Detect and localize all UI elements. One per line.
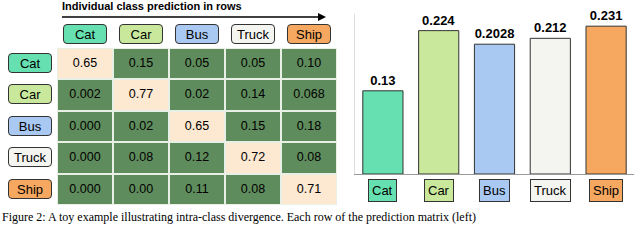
html-text:0.65: 0.65 <box>184 118 210 133</box>
html-text:0.002: 0.002 <box>69 87 101 102</box>
html-text:Cat: Cat <box>74 27 96 42</box>
html-text:0.71: 0.71 <box>296 181 322 196</box>
html-text:0.15: 0.15 <box>240 118 266 133</box>
html-text:0.02: 0.02 <box>128 118 154 133</box>
html-text:Car: Car <box>130 27 152 42</box>
html-text:0.72: 0.72 <box>240 150 266 165</box>
svg-text:0.224: 0.224 <box>422 13 455 28</box>
html-text:0.000: 0.000 <box>69 150 101 165</box>
html-text:0.05: 0.05 <box>240 56 266 70</box>
html-text:0.00: 0.00 <box>128 181 154 196</box>
html-text:Truck: Truck <box>237 27 269 42</box>
svg-text:0.13: 0.13 <box>370 73 395 88</box>
html-text:0.000: 0.000 <box>69 181 101 196</box>
svg-text:0.231: 0.231 <box>590 8 623 23</box>
svg-text:0.2028: 0.2028 <box>475 26 515 41</box>
svg-text:Truck: Truck <box>534 183 567 198</box>
html-text:0.10: 0.10 <box>296 56 322 70</box>
svg-text:Car: Car <box>428 183 450 198</box>
html-text:Bus: Bus <box>18 118 42 134</box>
html-text:Truck: Truck <box>14 150 46 166</box>
html-text:0.18: 0.18 <box>296 118 322 133</box>
html-text:0.02: 0.02 <box>184 87 210 102</box>
html-text:0.14: 0.14 <box>240 87 266 102</box>
html-text:0.15: 0.15 <box>128 56 154 70</box>
html-text:Ship: Ship <box>17 181 43 197</box>
html-text:0.000: 0.000 <box>69 118 101 133</box>
html-text:Cat: Cat <box>19 56 41 71</box>
svg-text:Bus: Bus <box>483 183 506 198</box>
html-text:Ship: Ship <box>296 27 322 42</box>
html-text:0.068: 0.068 <box>293 87 325 102</box>
html-text:Figure 2: A toy example illust: Figure 2: A toy example illustrating int… <box>2 210 476 224</box>
html-text:0.08: 0.08 <box>240 181 266 196</box>
svg-text:Ship: Ship <box>593 183 619 198</box>
html-text:0.77: 0.77 <box>128 87 154 102</box>
html-text:0.11: 0.11 <box>185 181 209 196</box>
html-text:0.08: 0.08 <box>296 150 322 165</box>
html-text:0.08: 0.08 <box>128 150 154 165</box>
html-text:Bus: Bus <box>185 27 209 42</box>
html-text:Individual class prediction in: Individual class prediction in rows <box>62 0 242 12</box>
svg-text:Cat: Cat <box>372 183 393 198</box>
html-text:0.12: 0.12 <box>184 150 210 165</box>
svg-text:0.212: 0.212 <box>534 20 567 35</box>
html-text:0.05: 0.05 <box>184 56 210 70</box>
html-text:Car: Car <box>19 87 41 103</box>
html-text:0.65: 0.65 <box>72 56 98 70</box>
